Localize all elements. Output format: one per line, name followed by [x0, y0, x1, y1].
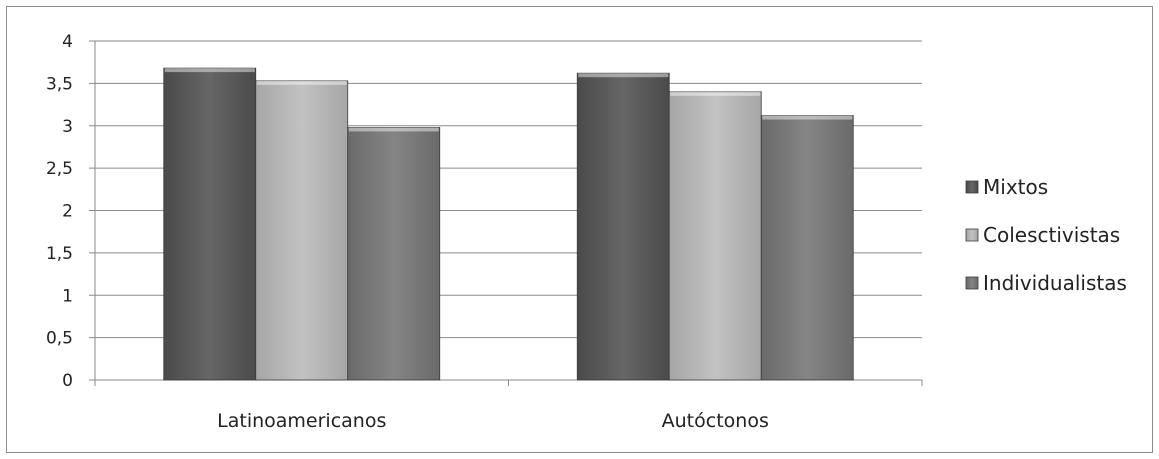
bars	[163, 67, 854, 381]
bar-colesctivistas	[255, 80, 349, 381]
y-tick-label: 1,5	[46, 244, 73, 264]
bar-colesctivistas	[668, 91, 762, 381]
x-category-label: Autóctonos	[662, 410, 769, 432]
bar-highlight	[256, 80, 347, 85]
bar-individualistas	[347, 127, 441, 381]
y-tick-label: 3	[62, 117, 73, 137]
legend-swatch	[965, 228, 979, 242]
bar-mixtos	[163, 67, 257, 381]
legend-label: Mixtos	[983, 175, 1048, 199]
bar-highlight	[578, 73, 669, 78]
y-tick-label: 0	[62, 371, 73, 391]
bar-mixtos	[576, 72, 670, 381]
legend-swatch	[965, 276, 979, 290]
bar-highlight	[164, 68, 255, 73]
x-category-label: Latinoamericanos	[217, 410, 386, 432]
legend-label: Individualistas	[983, 271, 1127, 295]
bar-highlight	[762, 115, 853, 120]
legend-swatch	[965, 180, 979, 194]
y-tick-label: 2	[62, 202, 73, 222]
y-tick-label: 4	[62, 32, 73, 52]
legend: Mixtos Colesctivistas Individualistas	[965, 175, 1127, 295]
y-tick-label: 3,5	[46, 74, 73, 94]
bar-highlight	[348, 127, 439, 132]
axis-labels: 0 0,5 1 1,5 2 2,5 3 3,5 4 Latinoamericanos Autócto…	[46, 32, 769, 432]
y-tick-label: 2,5	[46, 159, 73, 179]
y-tick-label: 0,5	[46, 329, 73, 349]
bar-individualistas	[760, 115, 854, 381]
legend-label: Colesctivistas	[983, 223, 1120, 247]
bar-highlight	[670, 91, 761, 96]
y-tick-label: 1	[62, 286, 73, 306]
